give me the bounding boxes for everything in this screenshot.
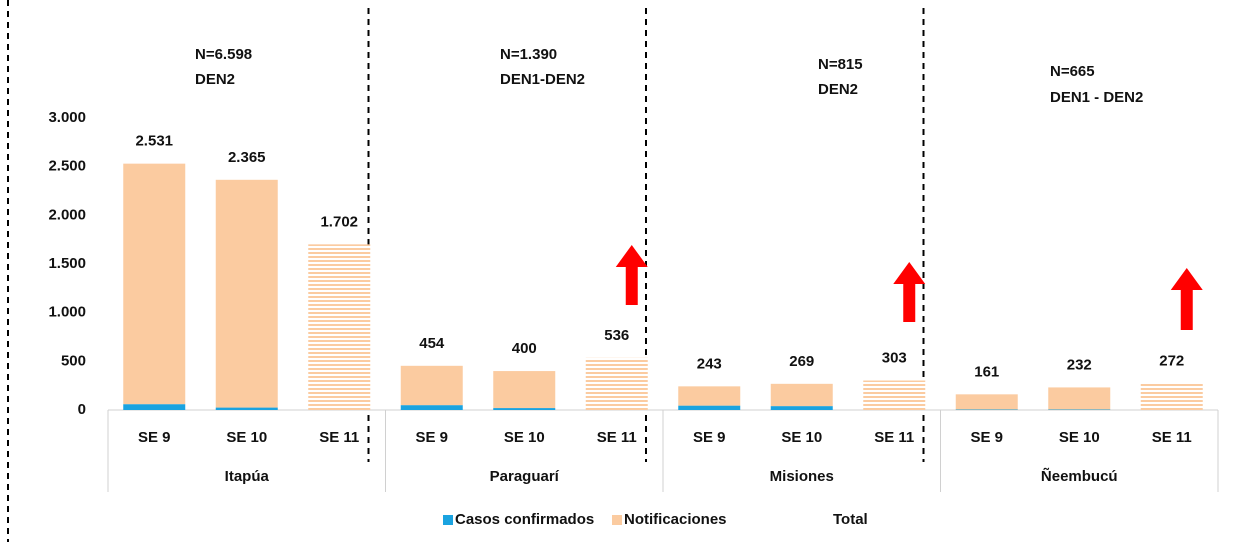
value-label: 303 (882, 349, 907, 366)
value-label: 2.531 (135, 133, 173, 150)
value-label: 1.702 (320, 213, 358, 230)
legend-swatch (443, 515, 453, 525)
group-label: Paraguarí (490, 468, 560, 485)
x-tick-label: SE 11 (1152, 429, 1192, 446)
legend-label: Total (833, 511, 868, 528)
bar-segment (678, 405, 741, 410)
y-tick-label: 3.000 (48, 109, 86, 126)
bar-segment (863, 380, 926, 410)
bar-segment (1048, 387, 1111, 410)
x-tick-label: SE 10 (504, 429, 545, 446)
value-label: 269 (789, 353, 814, 370)
legend-swatch (612, 515, 622, 525)
y-tick-label: 1.500 (48, 255, 86, 272)
group-label: Ñeembucú (1041, 467, 1118, 485)
y-tick-label: 2.500 (48, 158, 86, 175)
y-tick-label: 1.000 (48, 304, 86, 321)
x-tick-label: SE 9 (970, 429, 1003, 446)
x-tick-label: SE 9 (138, 429, 171, 446)
x-tick-label: SE 10 (226, 429, 267, 446)
legend-label: Notificaciones (624, 511, 727, 528)
bar-segment (770, 406, 833, 410)
legend-label: Casos confirmados (455, 511, 594, 528)
x-tick-label: SE 10 (781, 429, 822, 446)
bar-segment (493, 371, 556, 409)
x-tick-label: SE 11 (874, 429, 914, 446)
annotation: DEN1-DEN2 (500, 71, 585, 88)
x-tick-label: SE 10 (1059, 429, 1100, 446)
bar-segment (678, 386, 741, 406)
x-tick-label: SE 9 (693, 429, 726, 446)
bar-segment (215, 407, 278, 410)
bar-segment (493, 408, 556, 410)
annotation: N=1.390 (500, 46, 557, 63)
x-tick-label: SE 11 (319, 429, 359, 446)
arrow (1170, 268, 1203, 330)
bar-segment (123, 163, 186, 405)
annotation: DEN2 (195, 71, 235, 88)
value-label: 232 (1067, 356, 1092, 373)
bar-segment (215, 179, 278, 408)
y-tick-label: 2.000 (48, 206, 86, 223)
bar-segment (1140, 383, 1203, 410)
annotation: N=815 (818, 56, 863, 73)
group-label: Itapúa (225, 468, 270, 485)
bar-segment (123, 404, 186, 410)
annotation: DEN1 - DEN2 (1050, 89, 1143, 106)
value-label: 536 (604, 327, 629, 344)
x-tick-label: SE 11 (597, 429, 637, 446)
value-label: 2.365 (228, 149, 266, 166)
value-label: 243 (697, 355, 722, 372)
value-label: 272 (1159, 352, 1184, 369)
value-label: 161 (974, 363, 999, 380)
bar-segment (400, 405, 463, 410)
arrow (893, 262, 926, 322)
value-label: 454 (419, 335, 445, 352)
y-tick-label: 0 (78, 401, 86, 418)
y-tick-label: 500 (61, 352, 86, 369)
bar-segment (585, 357, 648, 410)
annotation: DEN2 (818, 81, 858, 98)
bar-segment (308, 244, 371, 410)
group-label: Misiones (770, 468, 834, 485)
annotation: N=6.598 (195, 46, 252, 63)
arrow (615, 245, 648, 305)
bar-segment (400, 365, 463, 406)
x-tick-label: SE 9 (415, 429, 448, 446)
bar-segment (770, 383, 833, 407)
value-label: 400 (512, 340, 537, 357)
bar-segment (955, 394, 1018, 410)
annotation: N=665 (1050, 63, 1095, 80)
